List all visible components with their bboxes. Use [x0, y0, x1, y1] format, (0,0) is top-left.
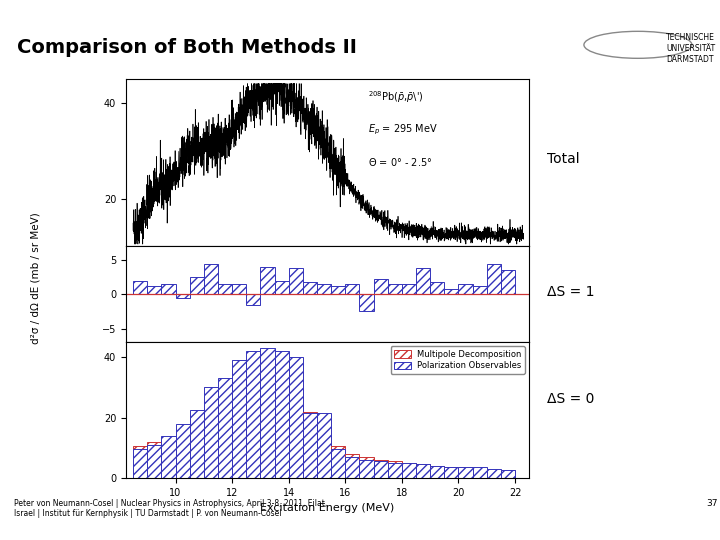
Text: 37: 37 — [707, 499, 719, 508]
Bar — [331, 446, 346, 478]
Bar — [176, 428, 189, 478]
Text: $E_p$ = 295 MeV: $E_p$ = 295 MeV — [368, 123, 438, 137]
Bar — [459, 467, 472, 478]
Text: Peter von Neumann-Cosel | Nuclear Physics in Astrophysics, April 3-8, 2011, Eila: Peter von Neumann-Cosel | Nuclear Physic… — [14, 499, 327, 518]
Bar — [487, 264, 501, 294]
Bar — [317, 284, 331, 294]
Bar — [317, 415, 331, 478]
Text: ΔS = 0: ΔS = 0 — [547, 392, 595, 406]
Bar — [402, 463, 416, 478]
Bar — [430, 466, 444, 478]
Text: $^{208}$Pb($\bar{p}$,$\bar{p}$\'): $^{208}$Pb($\bar{p}$,$\bar{p}$\') — [368, 89, 423, 105]
Bar — [416, 464, 430, 478]
Bar — [133, 449, 147, 478]
Bar — [331, 449, 346, 478]
Bar — [147, 442, 161, 478]
Bar — [444, 289, 459, 294]
Text: $\Theta$ = 0° - 2.5°: $\Theta$ = 0° - 2.5° — [368, 156, 432, 168]
Bar — [487, 470, 501, 478]
Bar — [359, 457, 374, 478]
Bar — [317, 413, 331, 478]
Bar — [133, 281, 147, 294]
Text: Total: Total — [547, 152, 580, 166]
Text: d²σ / dΩ dE (mb / sr MeV): d²σ / dΩ dE (mb / sr MeV) — [31, 213, 41, 344]
Bar — [374, 461, 388, 478]
Bar — [218, 387, 232, 478]
Bar — [359, 460, 374, 478]
Bar — [346, 457, 359, 478]
Bar — [303, 411, 317, 478]
Bar — [472, 286, 487, 294]
Text: DARMSTADT: DARMSTADT — [666, 55, 714, 64]
Bar — [444, 467, 459, 478]
Bar — [246, 351, 261, 478]
Bar — [261, 267, 274, 294]
Bar — [402, 284, 416, 294]
Bar — [303, 282, 317, 294]
Bar — [289, 366, 303, 478]
Bar — [346, 454, 359, 478]
Bar — [189, 277, 204, 294]
Bar — [444, 467, 459, 478]
Bar — [388, 461, 402, 478]
Bar — [487, 469, 501, 478]
Bar — [261, 356, 274, 478]
Bar — [274, 359, 289, 478]
Bar — [204, 387, 218, 478]
Bar — [388, 284, 402, 294]
Bar — [246, 359, 261, 478]
Bar — [501, 470, 515, 478]
Bar — [331, 286, 346, 294]
Bar — [374, 460, 388, 478]
Legend: Multipole Decomposition, Polarization Observables: Multipole Decomposition, Polarization Ob… — [391, 346, 525, 374]
Bar — [430, 282, 444, 294]
Bar — [289, 357, 303, 478]
Bar — [218, 379, 232, 478]
Bar — [274, 351, 289, 478]
Bar — [261, 348, 274, 478]
Bar — [218, 284, 232, 294]
Bar — [388, 463, 402, 478]
Bar — [176, 423, 189, 478]
Bar — [189, 410, 204, 478]
Bar — [501, 470, 515, 478]
Bar — [346, 284, 359, 294]
Bar — [147, 286, 161, 294]
Bar — [204, 396, 218, 478]
Bar — [416, 464, 430, 478]
Bar — [161, 438, 176, 478]
Bar — [147, 445, 161, 478]
Text: TECHNISCHE: TECHNISCHE — [666, 33, 715, 42]
Bar — [359, 294, 374, 312]
Bar — [232, 368, 246, 478]
Bar — [204, 264, 218, 294]
X-axis label: Excitation Energy (MeV): Excitation Energy (MeV) — [261, 503, 395, 513]
Text: Comparison of Both Methods II: Comparison of Both Methods II — [17, 38, 357, 57]
Bar — [289, 268, 303, 294]
Bar — [232, 360, 246, 478]
Bar — [459, 284, 472, 294]
Text: ΔS = 1: ΔS = 1 — [547, 286, 595, 299]
Bar — [501, 271, 515, 294]
Bar — [416, 268, 430, 294]
Bar — [246, 294, 261, 305]
Bar — [189, 417, 204, 478]
Bar — [161, 436, 176, 478]
Bar — [402, 463, 416, 478]
Bar — [274, 281, 289, 294]
Bar — [161, 284, 176, 294]
Bar — [374, 279, 388, 294]
Bar — [472, 469, 487, 478]
Bar — [472, 467, 487, 478]
Bar — [303, 413, 317, 478]
Bar — [459, 467, 472, 478]
Bar — [232, 284, 246, 294]
Bar — [133, 446, 147, 478]
Bar — [176, 294, 189, 298]
Text: UNIVERSITÄT: UNIVERSITÄT — [666, 44, 715, 53]
Bar — [430, 466, 444, 478]
